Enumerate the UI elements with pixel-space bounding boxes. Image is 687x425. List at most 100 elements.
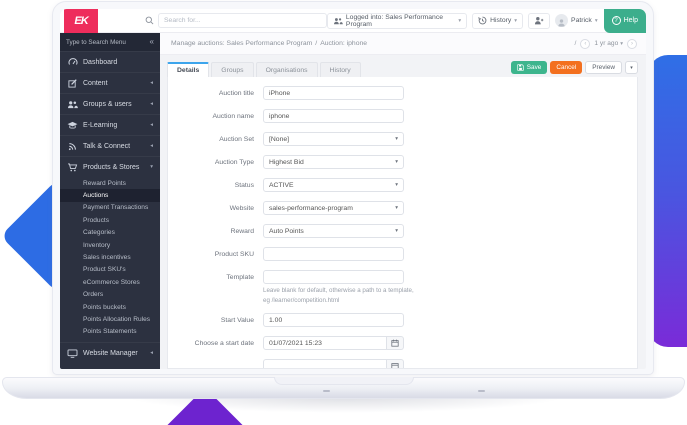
sidebar-subitem-auctions[interactable]: Auctions — [60, 189, 160, 202]
question-icon: ? — [611, 16, 621, 25]
global-search-input[interactable] — [158, 13, 327, 28]
history-dropdown[interactable]: History ▾ — [472, 12, 524, 29]
sidebar-subitem-categories[interactable]: Categories — [83, 229, 115, 237]
history-icon — [478, 16, 487, 25]
status-select[interactable]: ACTIVE ▾ — [263, 178, 404, 192]
revision-slash: / — [574, 40, 577, 47]
sidebar-item-label: E-Learning — [83, 121, 118, 129]
sidebar-subitem-points-buckets[interactable]: Points buckets — [83, 303, 126, 311]
sidebar-item-content[interactable]: Content ◂ — [60, 72, 160, 93]
template-input[interactable] — [263, 270, 404, 284]
sidebar-search-input[interactable] — [66, 38, 147, 46]
sidebar-subitem-ecommerce-stores[interactable]: eCommerce Stores — [83, 278, 140, 286]
main-area: Manage auctions: Sales Performance Progr… — [160, 33, 646, 369]
caret-left-icon: ◂ — [150, 80, 153, 86]
field-label: Reward — [230, 227, 254, 235]
selected-value: [None] — [269, 135, 290, 143]
tab-history[interactable]: History — [319, 62, 361, 77]
caret-left-icon: ◂ — [150, 143, 153, 149]
laptop-foot — [478, 390, 485, 392]
preview-dropdown-button[interactable]: ▾ — [625, 61, 638, 74]
add-user-button[interactable] — [528, 12, 551, 29]
tab-organisations[interactable]: Organisations — [255, 62, 318, 77]
cancel-button[interactable]: Cancel — [550, 61, 583, 74]
search-icon — [145, 16, 154, 25]
auction-set-select[interactable]: [None] ▾ — [263, 132, 404, 146]
sidebar-subitem-sales-incentives[interactable]: Sales incentives — [83, 254, 131, 262]
website-select[interactable]: sales-performance-program ▾ — [263, 201, 404, 215]
sidebar-subitem-reward-points[interactable]: Reward Points — [83, 179, 126, 187]
product-sku-input[interactable] — [263, 247, 404, 261]
field-label: Website — [229, 204, 254, 212]
template-help-text: Leave blank for default, otherwise a pat… — [263, 287, 414, 304]
form-row-partial — [168, 359, 637, 368]
sidebar-subitem-product-skus[interactable]: Product SKU's — [83, 266, 126, 274]
form-row: Auction Type Highest Bid ▾ — [168, 155, 637, 169]
tab-details[interactable]: Details — [167, 62, 210, 77]
sidebar-item-elearning[interactable]: E-Learning ◂ — [60, 114, 160, 135]
selected-value: Auto Points — [269, 227, 304, 235]
sidebar-item-label: Talk & Connect — [83, 142, 131, 150]
start-value-input[interactable] — [263, 313, 404, 328]
app-window: EK Logged into: Sales Performance Progra… — [60, 9, 646, 369]
auction-name-input[interactable] — [263, 109, 404, 123]
field-label: Auction Set — [219, 135, 254, 143]
sidebar-item-talk-connect[interactable]: Talk & Connect ◂ — [60, 135, 160, 156]
prev-revision-button[interactable]: ‹ — [580, 38, 591, 49]
chevron-down-icon: ▾ — [395, 228, 398, 234]
auction-type-select[interactable]: Highest Bid ▾ — [263, 155, 404, 169]
field-label: Status — [234, 181, 254, 189]
user-menu[interactable]: Patrick ▾ — [555, 14, 598, 27]
graduation-cap-icon — [67, 121, 78, 130]
sidebar-subitem-points-statements[interactable]: Points Statements — [83, 328, 137, 336]
sidebar-item-groups-users[interactable]: Groups & users ◂ — [60, 93, 160, 114]
selected-value: sales-performance-program — [269, 204, 353, 212]
reward-select[interactable]: Auto Points ▾ — [263, 224, 404, 238]
chevron-down-icon: ▾ — [395, 205, 398, 211]
save-icon — [517, 64, 524, 71]
sidebar-subitem-orders[interactable]: Orders — [83, 291, 104, 299]
logged-into-label: Logged into: Sales Performance Program — [345, 13, 444, 28]
form-row: Template — [168, 270, 637, 284]
field-label: Auction Type — [214, 158, 254, 166]
sidebar-item-label: Website Manager — [83, 349, 138, 357]
start-date-group — [263, 336, 404, 351]
sidebar-item-products-stores[interactable]: Products & Stores ▾ — [60, 156, 160, 177]
save-button[interactable]: Save — [510, 61, 548, 74]
rss-icon — [67, 142, 78, 151]
logged-into-dropdown[interactable]: Logged into: Sales Performance Program ▾ — [326, 12, 468, 29]
form-row: Choose a start date — [168, 336, 637, 351]
calendar-button[interactable] — [387, 336, 404, 351]
sidebar-item-label: Dashboard — [83, 58, 118, 66]
content-area: Details Groups Organisations History Sav… — [160, 55, 646, 369]
field-label: Auction name — [212, 112, 254, 120]
caret-left-icon: ◂ — [150, 122, 153, 128]
sidebar-item-dashboard[interactable]: Dashboard — [60, 51, 160, 72]
form-row: Reward Auto Points ▾ — [168, 224, 637, 238]
breadcrumb: Manage auctions: Sales Performance Progr… — [171, 40, 575, 47]
auction-title-input[interactable] — [263, 86, 404, 100]
sidebar-subitem-payment-transactions[interactable]: Payment Transactions — [83, 204, 149, 212]
app-logo[interactable]: EK — [64, 9, 98, 33]
sidebar-item-website-manager[interactable]: Website Manager ◂ — [60, 342, 160, 363]
help-button[interactable]: ? Help — [603, 9, 646, 33]
next-revision-button[interactable]: › — [627, 38, 637, 49]
form-row: Product SKU — [168, 247, 637, 261]
revision-nav: / ‹ 1 yr ago ▾ › — [574, 38, 637, 49]
help-label: Help — [623, 17, 638, 24]
revision-age-dropdown[interactable]: 1 yr ago ▾ — [594, 40, 623, 47]
tab-groups[interactable]: Groups — [211, 62, 254, 77]
sidebar-item-label: Products & Stores — [83, 163, 140, 171]
sidebar-collapse-icon[interactable]: « — [149, 37, 154, 46]
start-date-input[interactable] — [263, 336, 387, 351]
selected-value: Highest Bid — [269, 158, 304, 166]
sidebar-subitem-points-allocation-rules[interactable]: Points Allocation Rules — [83, 315, 151, 323]
preview-button[interactable]: Preview — [585, 61, 622, 74]
chevron-down-icon: ▾ — [594, 17, 598, 24]
breadcrumb-path[interactable]: Manage auctions: Sales Performance Progr… — [171, 40, 313, 47]
partial-date-input[interactable] — [263, 359, 387, 368]
chevron-down-icon: ▾ — [458, 17, 462, 24]
calendar-button[interactable] — [387, 359, 404, 368]
sidebar-subitem-inventory[interactable]: Inventory — [83, 241, 111, 249]
sidebar-subitem-products[interactable]: Products — [83, 216, 110, 224]
